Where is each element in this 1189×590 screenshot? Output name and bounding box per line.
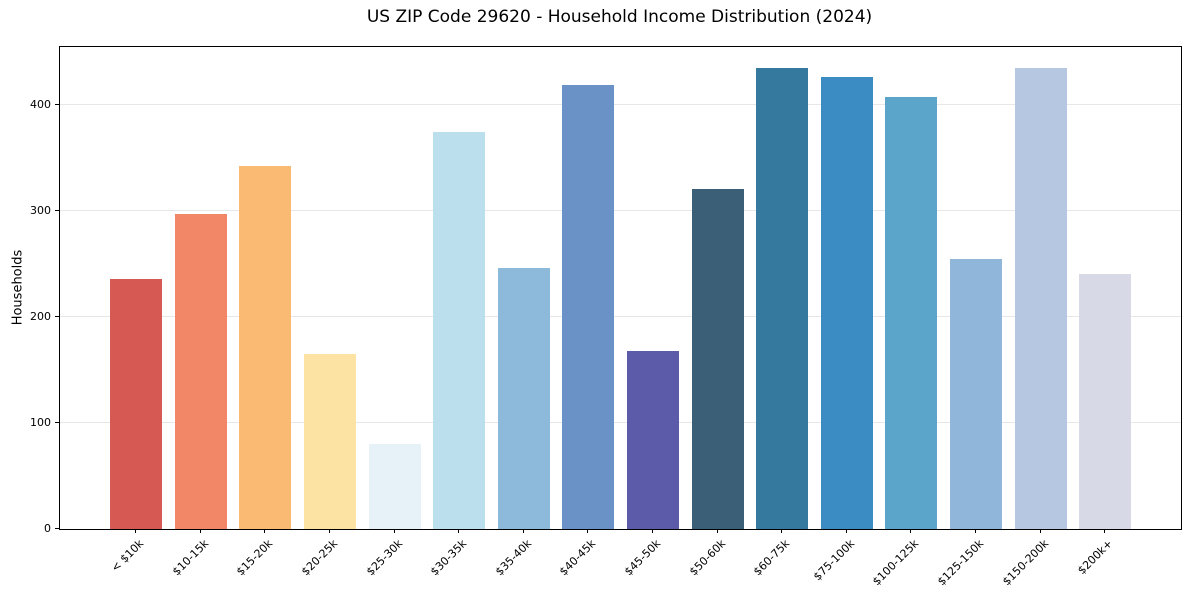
bar-$100-125k (885, 96, 938, 529)
x-tick-label-$100-125k: $100-125k (870, 537, 922, 589)
x-tick-label-$60-75k: $60-75k (751, 537, 793, 579)
gridline-400 (60, 104, 1181, 106)
bar-$125-150k (950, 258, 1002, 529)
bar-$35-40k (497, 268, 550, 529)
x-tick-label-< $10k: < $10k (108, 537, 147, 575)
x-tick-mark (264, 529, 266, 533)
plot-area (59, 46, 1182, 530)
x-tick-label-$40-45k: $40-45k (557, 537, 599, 579)
x-tick-label-$25-30k: $25-30k (363, 537, 405, 579)
bar-$60-75k (756, 68, 809, 529)
x-tick-mark (587, 529, 589, 533)
y-tick-mark (55, 528, 59, 529)
x-tick-label-$20-25k: $20-25k (298, 537, 341, 579)
gridline-100 (60, 422, 1181, 424)
x-tick-mark (781, 529, 783, 533)
x-tick-mark (135, 529, 137, 533)
bar-$30-35k (433, 131, 486, 529)
y-tick-label-0: 0 (44, 521, 51, 535)
x-tick-label-$150-200k: $150-200k (999, 537, 1051, 589)
y-tick-label-200: 200 (30, 309, 51, 323)
x-tick-label-$10-15k: $10-15k (169, 537, 211, 579)
x-tick-mark (1039, 529, 1041, 533)
bar-$25-30k (368, 444, 421, 529)
x-tick-label-$200k+: $200k+ (1075, 537, 1116, 578)
y-tick-mark (55, 422, 59, 424)
x-tick-mark (393, 529, 395, 533)
x-tick-label-$125-150k: $125-150k (935, 537, 987, 589)
x-tick-label-$15-20k: $15-20k (234, 537, 276, 579)
y-tick-label-400: 400 (30, 97, 51, 111)
bar-$45-50k (627, 351, 679, 529)
bar-$150-200k (1014, 68, 1067, 529)
x-tick-mark (199, 529, 201, 533)
y-tick-mark (55, 104, 59, 106)
x-tick-label-$30-35k: $30-35k (428, 537, 470, 579)
x-tick-mark (845, 529, 847, 533)
gridline-300 (60, 210, 1181, 212)
x-tick-label-$50-60k: $50-60k (686, 537, 728, 579)
x-tick-mark (975, 529, 976, 533)
y-tick-label-100: 100 (30, 415, 51, 429)
x-tick-mark (329, 529, 330, 533)
bar-< $10k (110, 279, 163, 529)
x-tick-label-$45-50k: $45-50k (621, 537, 664, 579)
bar-$40-45k (562, 85, 615, 529)
bar-$50-60k (691, 188, 744, 529)
x-tick-mark (716, 529, 718, 533)
y-tick-mark (55, 210, 59, 212)
x-tick-mark (458, 529, 460, 533)
x-tick-mark (1104, 529, 1106, 533)
x-tick-mark (652, 529, 653, 533)
y-tick-mark (55, 316, 59, 318)
bar-$200k+ (1079, 273, 1132, 529)
x-tick-mark (522, 529, 524, 533)
bar-$15-20k (239, 165, 292, 529)
x-tick-mark (910, 529, 912, 533)
bar-$75-100k (820, 76, 873, 529)
y-tick-label-300: 300 (30, 203, 51, 217)
x-tick-label-$75-100k: $75-100k (810, 537, 857, 584)
chart-title: US ZIP Code 29620 - Household Income Dis… (366, 7, 873, 27)
x-tick-label-$35-40k: $35-40k (492, 537, 534, 579)
bar-$20-25k (304, 354, 356, 529)
gridline-200 (60, 316, 1181, 318)
bar-$10-15k (174, 214, 227, 529)
